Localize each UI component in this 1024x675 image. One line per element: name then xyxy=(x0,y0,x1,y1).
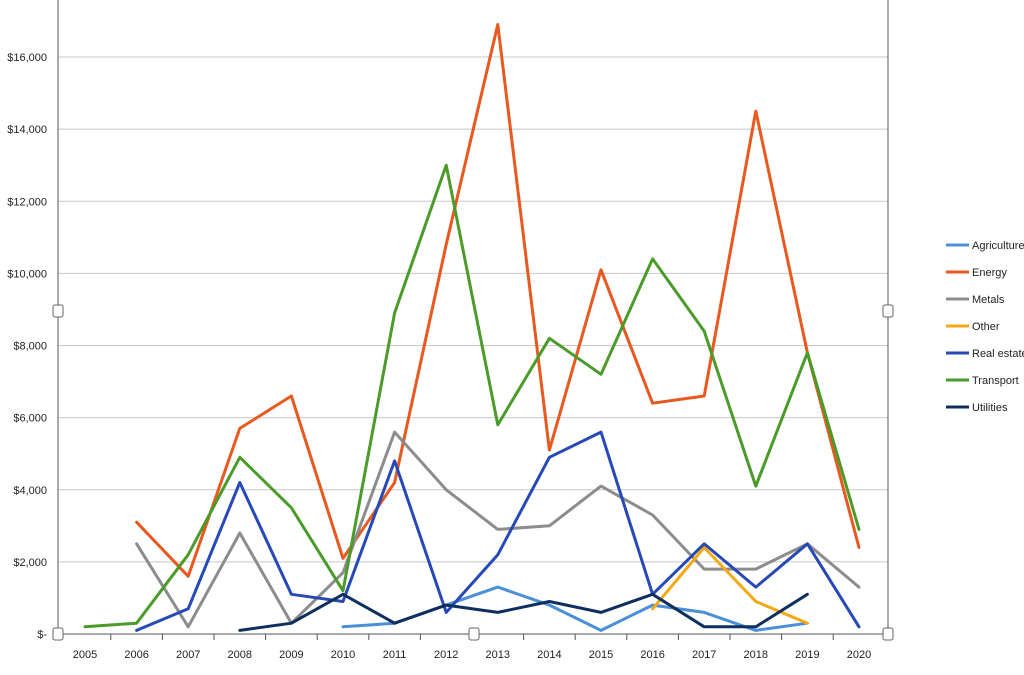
y-tick-label: $2,000 xyxy=(13,557,47,569)
x-tick-label: 2007 xyxy=(176,649,200,661)
x-tick-label: 2010 xyxy=(331,649,355,661)
series-line-metals xyxy=(135,430,861,629)
y-tick-label: $8,000 xyxy=(13,341,47,353)
x-tick-label: 2016 xyxy=(640,649,664,661)
x-tick-label: 2014 xyxy=(537,649,561,661)
legend-label: Energy xyxy=(972,267,1007,279)
x-tick-label: 2008 xyxy=(228,649,252,661)
x-tick-label: 2006 xyxy=(124,649,148,661)
legend-label: Agriculture xyxy=(972,240,1024,252)
y-tick-label: $- xyxy=(37,629,47,641)
legend-label: Metals xyxy=(972,294,1005,306)
resize-handle[interactable] xyxy=(882,627,894,641)
resize-handle[interactable] xyxy=(882,304,894,318)
selection-handles[interactable] xyxy=(52,304,894,641)
y-tick-label: $4,000 xyxy=(13,485,47,497)
gridlines xyxy=(58,56,888,563)
legend-label: Utilities xyxy=(972,402,1008,414)
series-line-utilities xyxy=(238,592,809,632)
x-tick-label: 2005 xyxy=(73,649,97,661)
series-line-energy xyxy=(135,23,861,578)
resize-handle[interactable] xyxy=(52,627,64,641)
legend-label: Transport xyxy=(972,375,1019,387)
x-tick-label: 2017 xyxy=(692,649,716,661)
y-tick-label: $14,000 xyxy=(7,124,47,136)
x-tick-label: 2011 xyxy=(383,649,407,661)
legend: Agriculture Energy Metals Other Real estate T… xyxy=(946,240,1024,414)
axes: $- $2,000 $4,000 $6,000 $8,000 $10,000 $12,000… xyxy=(7,0,889,661)
legend-label: Real estate xyxy=(972,348,1024,360)
y-tick-label: $16,000 xyxy=(7,52,47,64)
x-tick-label: 2020 xyxy=(847,649,871,661)
y-tick-label: $6,000 xyxy=(13,413,47,425)
x-tick-label: 2013 xyxy=(486,649,510,661)
x-tick-label: 2012 xyxy=(434,649,458,661)
x-tick-label: 2015 xyxy=(589,649,613,661)
x-tick-label: 2019 xyxy=(795,649,819,661)
x-tick-label: 2018 xyxy=(744,649,768,661)
series-line-real-estate xyxy=(135,430,861,632)
series-lines xyxy=(83,23,861,632)
resize-handle[interactable] xyxy=(468,627,480,641)
y-tick-label: $10,000 xyxy=(7,268,47,280)
series-line-transport xyxy=(83,163,861,629)
x-tick-label: 2009 xyxy=(279,649,303,661)
series-line-agriculture xyxy=(341,585,809,632)
legend-label: Other xyxy=(972,321,1000,333)
resize-handle[interactable] xyxy=(52,304,64,318)
series-line-other xyxy=(651,546,809,625)
y-tick-label: $12,000 xyxy=(7,196,47,208)
